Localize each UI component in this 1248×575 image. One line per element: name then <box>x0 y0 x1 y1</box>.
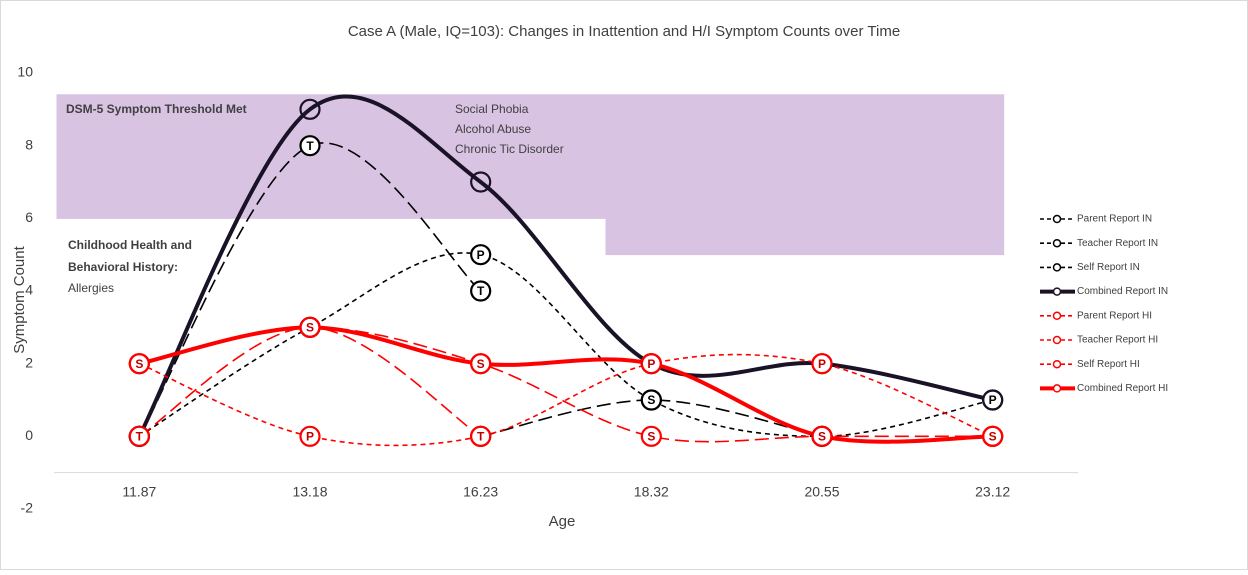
legend-marker <box>1052 263 1062 272</box>
legend-label: Parent Report IN <box>1077 214 1152 225</box>
markers: PPPPPPTTTSSSPPPPPPTTTSSSSSS <box>128 98 1004 447</box>
series-line <box>138 325 993 444</box>
data-point <box>640 353 662 375</box>
y-tick-label: 4 <box>25 282 33 298</box>
data-point <box>128 353 150 375</box>
legend-label: Teacher Report IN <box>1077 238 1158 249</box>
marker-letter: S <box>306 321 314 335</box>
data-point <box>640 389 662 411</box>
data-point <box>640 425 662 447</box>
legend-label: Teacher Report HI <box>1077 335 1158 346</box>
data-point <box>299 135 321 157</box>
data-point <box>470 244 492 266</box>
data-point <box>470 425 492 447</box>
marker-letter: P <box>818 357 826 371</box>
annotation: Childhood Health and <box>68 238 192 252</box>
legend-marker <box>1052 384 1062 393</box>
marker-letter: P <box>647 357 655 371</box>
data-point <box>299 425 321 447</box>
data-point <box>128 425 150 447</box>
y-tick-label: 0 <box>25 427 33 443</box>
annotation: DSM-5 Symptom Threshold Met <box>66 102 247 116</box>
series-line <box>480 399 823 438</box>
y-tick-label: 10 <box>17 64 33 80</box>
marker-letter: T <box>136 430 144 444</box>
legend-marker <box>1052 238 1062 248</box>
annotation: Social Phobia <box>455 102 529 116</box>
marker-letter: S <box>135 357 143 371</box>
marker-letter: S <box>818 430 826 444</box>
series-line <box>139 353 993 447</box>
data-point <box>470 353 492 375</box>
legend-marker <box>1052 214 1062 224</box>
data-point <box>982 425 1004 447</box>
series-line <box>138 252 993 438</box>
annotation: Allergies <box>68 281 114 295</box>
y-axis-title: Symptom Count <box>11 245 28 353</box>
x-tick-label: 16.23 <box>463 483 498 499</box>
data-point <box>811 353 833 375</box>
marker-letter: T <box>477 284 485 298</box>
y-tick-label: 8 <box>25 136 33 152</box>
annotation: Chronic Tic Disorder <box>455 142 564 156</box>
data-point <box>811 425 833 447</box>
marker-letter: S <box>647 430 655 444</box>
marker-letter: T <box>306 139 314 153</box>
legend-label: Parent Report HI <box>1077 310 1152 321</box>
x-axis-title: Age <box>549 513 576 530</box>
legend-marker <box>1052 287 1062 296</box>
data-point <box>470 171 492 193</box>
marker-letter: S <box>989 430 997 444</box>
y-tick-label: -2 <box>21 500 34 516</box>
x-tick-label: 13.18 <box>292 483 327 499</box>
marker-letter: P <box>477 248 485 262</box>
marker-letter: P <box>989 393 997 407</box>
chart-title: Case A (Male, IQ=103): Changes in Inatte… <box>348 23 900 40</box>
legend-marker <box>1052 335 1062 345</box>
x-tick-label: 11.87 <box>122 483 156 499</box>
y-tick-label: 6 <box>25 209 33 225</box>
legend-label: Self Report HI <box>1077 359 1140 370</box>
data-point <box>299 98 321 120</box>
legend-marker <box>1052 311 1062 321</box>
legend-marker <box>1052 359 1062 369</box>
annotation: Alcohol Abuse <box>455 122 531 136</box>
marker-letter: P <box>306 430 314 444</box>
legend-label: Combined Report HI <box>1077 383 1168 394</box>
legend-label: Self Report IN <box>1077 262 1140 273</box>
x-tick-label: 20.55 <box>804 483 839 499</box>
marker-letter: S <box>647 393 655 407</box>
annotation: Behavioral History: <box>68 260 178 274</box>
data-point <box>470 280 492 302</box>
threshold-region <box>56 94 1005 256</box>
x-tick-label: 23.12 <box>975 483 1010 499</box>
x-tick-label: 18.32 <box>634 483 669 499</box>
data-point <box>982 389 1004 411</box>
legend-label: Combined Report IN <box>1077 286 1168 297</box>
y-tick-label: 2 <box>25 354 33 370</box>
data-point <box>299 316 321 338</box>
marker-letter: S <box>477 357 485 371</box>
marker-letter: T <box>477 430 485 444</box>
